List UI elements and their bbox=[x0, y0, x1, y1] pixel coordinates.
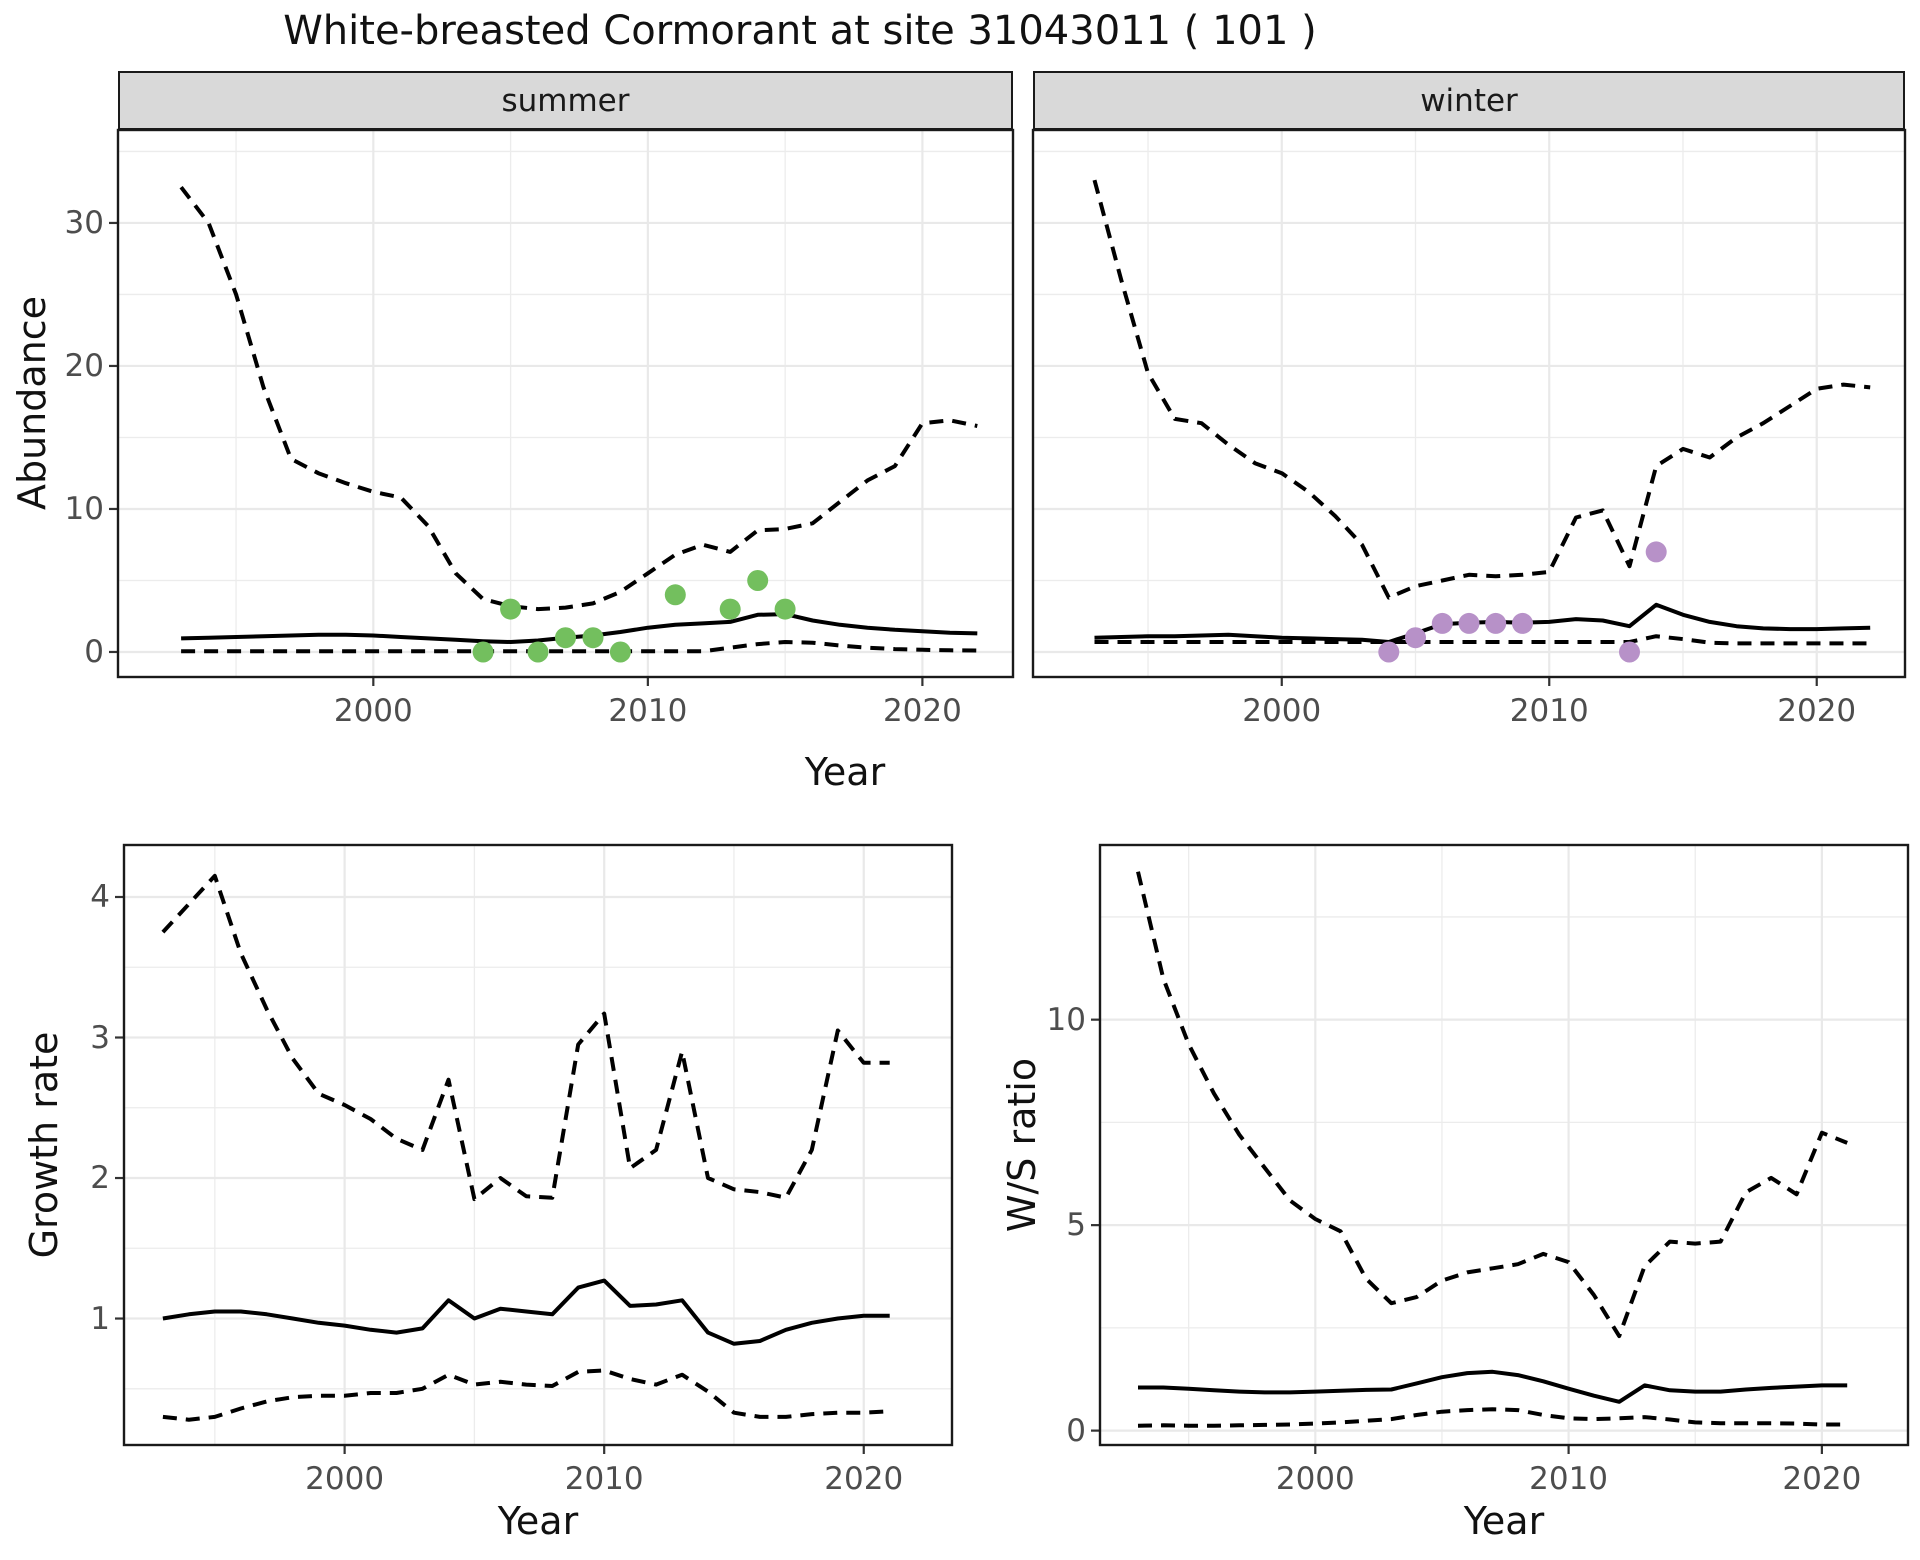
panel-border-growth bbox=[122, 843, 954, 1447]
y-tick-label-growth-3: 3 bbox=[90, 1019, 110, 1056]
panel-growth bbox=[115, 843, 954, 1454]
y-tick-label-ws-0: 0 bbox=[1066, 1412, 1086, 1449]
data-point-winter bbox=[1405, 627, 1426, 649]
data-point-winter bbox=[1485, 612, 1507, 634]
data-point-winter bbox=[1512, 612, 1533, 634]
y-axis-label-ws-ratio: W/S ratio bbox=[1000, 1057, 1044, 1233]
y-tick-label-growth-1: 1 bbox=[90, 1300, 110, 1337]
series-median-growth bbox=[162, 1278, 890, 1346]
x-tick-label-growth-2010: 2010 bbox=[564, 1461, 644, 1497]
x-tick-label-winter-2000: 2000 bbox=[1242, 693, 1322, 729]
y-tick-label-growth-4: 4 bbox=[90, 878, 110, 915]
y-tick-label-ws-5: 5 bbox=[1066, 1207, 1086, 1244]
series-median-winter bbox=[1094, 602, 1871, 644]
y-tick-label-summer-20: 20 bbox=[64, 347, 104, 384]
data-point-winter bbox=[1431, 612, 1453, 634]
facet-strip-winter-label: winter bbox=[1420, 82, 1518, 119]
y-tick-label-ws-10: 10 bbox=[1046, 1001, 1086, 1038]
data-point-summer bbox=[527, 641, 549, 663]
data-point-summer bbox=[719, 598, 741, 620]
series-lower_ci-ws bbox=[1137, 1407, 1848, 1428]
x-tick-label-ws-2010: 2010 bbox=[1529, 1461, 1609, 1497]
data-point-summer bbox=[500, 598, 522, 620]
y-tick-label-summer-10: 10 bbox=[64, 490, 104, 527]
series-median-summer bbox=[181, 612, 978, 644]
x-tick-label-ws-2020: 2020 bbox=[1782, 1461, 1862, 1497]
series-upper_ci-growth bbox=[161, 873, 890, 1202]
y-axis-label-growth-rate: Growth rate bbox=[22, 1031, 66, 1259]
data-point-winter bbox=[1458, 612, 1480, 634]
data-point-winter bbox=[1645, 541, 1667, 563]
series-upper_ci-summer bbox=[179, 185, 978, 612]
x-tick-label-ws-2000: 2000 bbox=[1275, 1461, 1355, 1497]
x-axis-label-year-bottom-left: Year bbox=[497, 1499, 579, 1543]
data-point-summer bbox=[774, 598, 796, 620]
y-tick-label-growth-2: 2 bbox=[90, 1160, 110, 1197]
series-median-ws bbox=[1138, 1369, 1848, 1404]
data-point-summer bbox=[472, 641, 494, 663]
data-point-summer bbox=[582, 627, 604, 649]
x-tick-label-winter-2010: 2010 bbox=[1509, 693, 1589, 729]
data-point-winter bbox=[1378, 641, 1400, 663]
series-lower_ci-winter bbox=[1094, 634, 1871, 646]
series-upper_ci-ws bbox=[1136, 871, 1848, 1339]
series-lower_ci-growth bbox=[162, 1368, 890, 1422]
x-tick-label-growth-2020: 2020 bbox=[824, 1461, 904, 1497]
x-axis-label-year-bottom-right: Year bbox=[1463, 1499, 1545, 1543]
panel-border-ws bbox=[1098, 843, 1910, 1447]
panel-ws bbox=[1091, 843, 1910, 1454]
series-lower_ci-summer bbox=[181, 640, 978, 654]
y-axis-label-abundance: Abundance bbox=[10, 295, 54, 511]
x-tick-label-summer-2020: 2020 bbox=[882, 693, 962, 729]
data-point-summer bbox=[664, 584, 686, 606]
data-point-summer bbox=[747, 570, 769, 591]
x-tick-label-growth-2000: 2000 bbox=[305, 1461, 385, 1497]
x-tick-label-winter-2020: 2020 bbox=[1777, 693, 1857, 729]
data-point-summer bbox=[555, 627, 576, 649]
data-point-summer bbox=[609, 641, 631, 663]
panel-border-winter bbox=[1031, 128, 1907, 679]
facet-strip-summer: summer bbox=[118, 71, 1013, 130]
facet-strip-winter: winter bbox=[1033, 71, 1905, 130]
series-upper_ci-winter bbox=[1092, 179, 1871, 600]
data-point-winter bbox=[1619, 641, 1640, 663]
plot-title: White-breasted Cormorant at site 3104301… bbox=[283, 8, 1317, 54]
x-tick-label-summer-2000: 2000 bbox=[333, 693, 413, 729]
x-tick-label-summer-2010: 2010 bbox=[608, 693, 688, 729]
panel-border-summer bbox=[116, 128, 1015, 679]
panel-winter bbox=[1031, 128, 1907, 686]
facet-strip-summer-label: summer bbox=[501, 82, 630, 119]
panel-summer bbox=[109, 128, 1015, 686]
x-axis-label-year-top: Year bbox=[804, 750, 886, 794]
y-tick-label-summer-30: 30 bbox=[64, 204, 104, 241]
y-tick-label-summer-0: 0 bbox=[84, 633, 104, 670]
